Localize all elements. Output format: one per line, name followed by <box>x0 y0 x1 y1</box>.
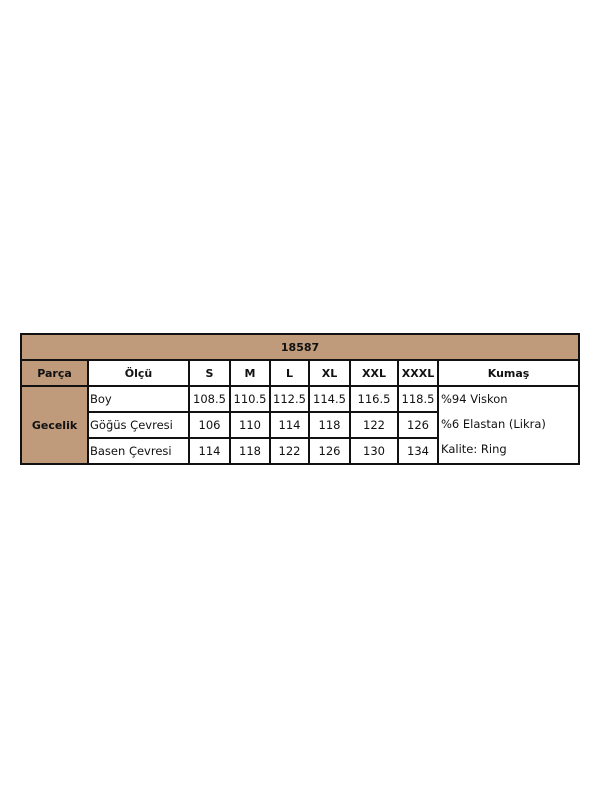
measure-name: Göğüs Çevresi <box>87 411 190 439</box>
fabric-line: %94 Viskon <box>441 392 508 406</box>
size-value: 126 <box>397 411 439 439</box>
header-xxl: XXL <box>349 359 399 387</box>
size-value: 118.5 <box>397 385 439 413</box>
measure-name: Boy <box>87 385 190 413</box>
product-code: 18587 <box>19 333 581 361</box>
size-value: 110 <box>229 411 271 439</box>
header-xl: XL <box>308 359 351 387</box>
size-chart-table: 18587 Parça Ölçü S M L XL XXL XXXL Kumaş… <box>19 333 581 465</box>
header-s: S <box>188 359 231 387</box>
header-row: Parça Ölçü S M L XL XXL XXXL Kumaş <box>20 359 581 387</box>
header-measure: Ölçü <box>87 359 190 387</box>
header-part: Parça <box>20 359 89 387</box>
size-value: 118 <box>229 437 271 465</box>
size-value: 134 <box>397 437 439 465</box>
size-value: 114 <box>269 411 310 439</box>
size-value: 112.5 <box>269 385 310 413</box>
size-value: 118 <box>308 411 351 439</box>
table-row: Göğüs Çevresi 106 110 114 118 122 126 <box>21 411 579 439</box>
fabric-line: %6 Elastan (Likra) <box>441 417 546 431</box>
size-value: 116.5 <box>349 385 399 413</box>
size-value: 122 <box>349 411 399 439</box>
header-l: L <box>269 359 310 387</box>
header-xxxl: XXXL <box>397 359 439 387</box>
table-row: Basen Çevresi 114 118 122 126 130 134 <box>21 437 579 465</box>
fabric-cell: %94 Viskon %6 Elastan (Likra) Kalite: Ri… <box>436 385 581 465</box>
header-m: M <box>229 359 271 387</box>
size-value: 110.5 <box>229 385 271 413</box>
size-value: 122 <box>269 437 310 465</box>
part-name: Gecelik <box>20 385 89 465</box>
measure-name: Basen Çevresi <box>87 437 190 465</box>
size-value: 126 <box>308 437 351 465</box>
size-value: 106 <box>188 411 231 439</box>
size-value: 130 <box>349 437 399 465</box>
table-row: Gecelik Boy 108.5 110.5 112.5 114.5 116.… <box>20 385 581 465</box>
fabric-line: Kalite: Ring <box>441 442 507 456</box>
header-fabric: Kumaş <box>436 359 581 387</box>
size-value: 108.5 <box>188 385 231 413</box>
size-value: 114.5 <box>308 385 351 413</box>
size-value: 114 <box>188 437 231 465</box>
title-row: 18587 <box>19 333 581 361</box>
